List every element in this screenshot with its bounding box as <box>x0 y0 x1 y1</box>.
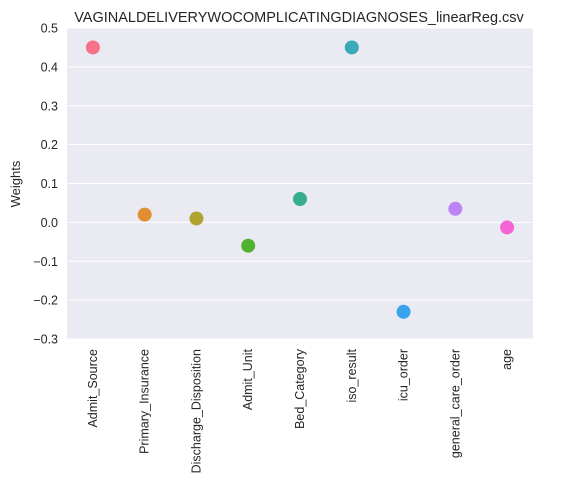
gridlines <box>67 27 533 340</box>
y-tick-label: 0.5 <box>41 22 58 36</box>
data-points <box>85 40 515 319</box>
x-tick-label: Admit_Source <box>86 349 100 428</box>
y-tick-label: −0.2 <box>33 294 58 308</box>
x-tick-label: Bed_Category <box>293 348 307 429</box>
x-tick-labels: Admit_Source Primary_Insurance Discharge_D… <box>86 348 514 473</box>
data-point-primary-insurance <box>137 207 152 222</box>
y-tick-label: −0.3 <box>33 333 58 347</box>
x-tick-label: icu_order <box>397 349 411 401</box>
data-point-admit-source <box>85 40 100 55</box>
data-point-admit-unit <box>241 238 256 253</box>
x-tick-label: iso_result <box>345 348 359 402</box>
y-tick-label: 0.1 <box>41 177 58 191</box>
x-tick-label: Discharge_Disposition <box>189 349 203 473</box>
y-tick-label: 0.4 <box>41 60 58 74</box>
x-tick-label: age <box>500 349 514 370</box>
y-tick-label: 0.2 <box>41 138 58 152</box>
data-point-age <box>500 220 515 235</box>
data-point-iso-result <box>344 40 359 55</box>
x-tick-label: Primary_Insurance <box>138 349 152 454</box>
y-tick-label: −0.1 <box>33 255 58 269</box>
x-tick-label: general_care_order <box>448 349 462 458</box>
x-tick-label: Admit_Unit <box>241 348 255 410</box>
y-tick-labels: −0.3 −0.2 −0.1 0.0 0.1 0.2 0.3 0.4 0.5 <box>33 22 58 347</box>
y-tick-label: 0.0 <box>41 216 58 230</box>
chart-title: VAGINALDELIVERYWOCOMPLICATINGDIAGNOSES_l… <box>74 10 524 26</box>
data-point-general-care-order <box>448 201 463 216</box>
y-axis-label: Weights <box>8 160 23 207</box>
data-point-discharge-disposition <box>189 211 204 226</box>
data-point-icu-order <box>396 304 411 319</box>
y-tick-label: 0.3 <box>41 99 58 113</box>
data-point-bed-category <box>293 192 307 207</box>
